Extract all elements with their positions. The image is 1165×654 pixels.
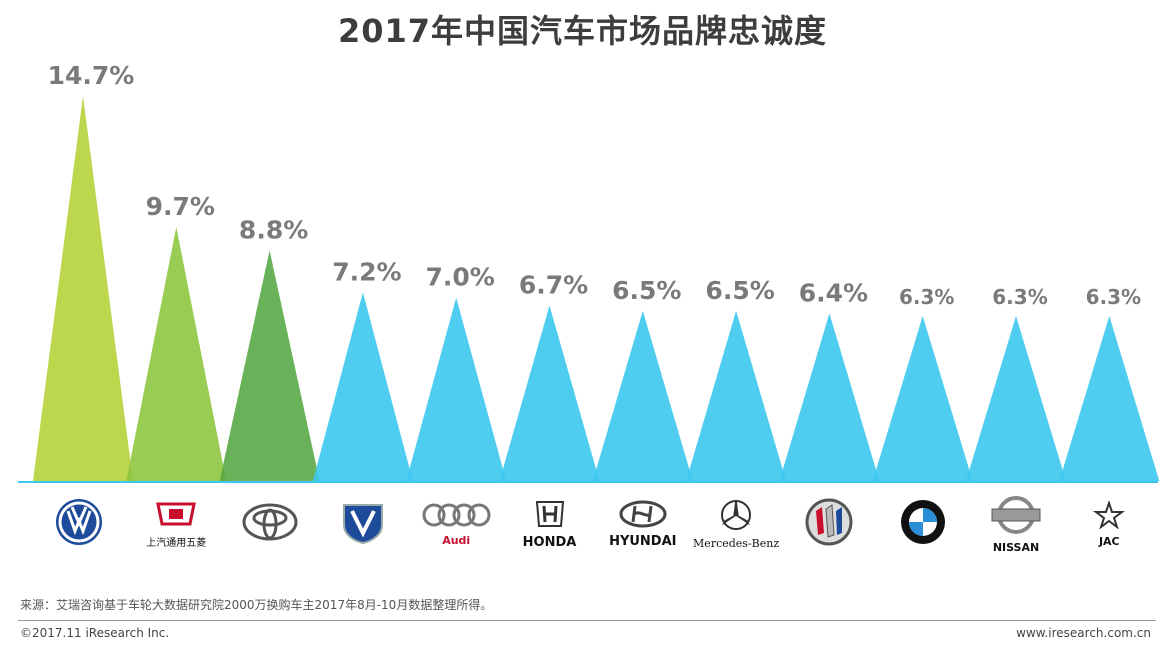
chart-bar-1 [33, 96, 133, 481]
honda-logo-icon [534, 499, 566, 533]
data-label-6: 6.7% [519, 271, 588, 300]
chart-bar-11 [966, 316, 1066, 481]
data-label-11: 6.3% [992, 285, 1047, 309]
chart-plot-area: 14.7% 9.7% 8.8% 7.2% 7.0% 6.7% 6.5% 6.5% 6.4% 6.3… [18, 61, 1160, 483]
data-label-2: 9.7% [146, 192, 215, 221]
data-label-7: 6.5% [612, 276, 681, 305]
chart-bar-9 [779, 313, 880, 481]
brand-logo-7: HYUNDAI [597, 492, 689, 556]
brand-logo-4 [317, 492, 409, 556]
nissan-logo-icon [989, 495, 1043, 539]
data-label-4: 7.2% [332, 257, 401, 286]
chart-bar-12 [1059, 316, 1160, 481]
brand-logo-9 [783, 492, 875, 556]
brand-label-5: Audi [442, 533, 471, 547]
brand-label-8: Mercedes-Benz [693, 536, 780, 550]
footer-divider [18, 620, 1156, 621]
brand-logo-12: JAC [1063, 492, 1155, 556]
chart-baseline [18, 481, 1158, 483]
brand-logo-8: Mercedes-Benz [690, 492, 782, 556]
data-label-8: 6.5% [705, 276, 774, 305]
data-label-3: 8.8% [239, 216, 308, 245]
chart-bar-5 [406, 297, 507, 481]
hyundai-logo-icon [618, 500, 668, 532]
brand-label-7: HYUNDAI [609, 533, 677, 549]
brand-logo-2: 上汽通用五菱 [130, 492, 222, 556]
mercedes-benz-logo-icon [720, 499, 752, 535]
chart-bar-4 [312, 292, 413, 481]
volkswagen-logo-icon [54, 497, 104, 551]
data-label-10: 6.3% [899, 285, 954, 309]
bmw-logo-icon [899, 498, 947, 550]
chart-bar-6 [499, 305, 600, 481]
brand-logo-row: 上汽通用五菱 Audi HONDA HYUNDAI Mercedes-Benz NISSA… [0, 490, 1165, 560]
brand-label-11: NISSAN [992, 540, 1040, 554]
audi-logo-icon [421, 502, 491, 532]
toyota-logo-icon [241, 502, 299, 546]
brand-label-6: HONDA [522, 534, 577, 550]
data-label-9: 6.4% [799, 278, 868, 307]
copyright-text: ©2017.11 iResearch Inc. [20, 626, 170, 640]
brand-label-12: JAC [1098, 534, 1120, 548]
brand-logo-11: NISSAN [970, 492, 1062, 556]
data-label-12: 6.3% [1086, 285, 1141, 309]
chart-bar-3 [219, 250, 320, 481]
brand-logo-5: Audi [410, 492, 502, 556]
brand-logo-3 [224, 492, 316, 556]
chart-bar-8 [686, 310, 787, 481]
brand-logo-10 [877, 492, 969, 556]
chart-bar-10 [872, 316, 973, 481]
source-note: 来源：艾瑞咨询基于车轮大数据研究院2000万换购车主2017年8月-10月数据整… [20, 598, 493, 612]
sgmw-logo-icon [154, 500, 198, 532]
website-text: www.iresearch.com.cn [1016, 626, 1151, 640]
brand-label-2: 上汽通用五菱 [146, 537, 207, 549]
changan-logo-icon [338, 499, 388, 549]
buick-logo-icon [804, 497, 854, 551]
brand-logo-6: HONDA [504, 492, 596, 556]
data-label-1: 14.7% [48, 61, 135, 90]
chart-title: 2017年中国汽车市场品牌忠诚度 [337, 12, 828, 50]
chart-bar-2 [126, 226, 227, 481]
brand-logo-1 [33, 492, 125, 556]
jac-logo-icon [1089, 499, 1129, 533]
data-label-5: 7.0% [426, 263, 495, 292]
chart-bar-7 [592, 310, 693, 481]
